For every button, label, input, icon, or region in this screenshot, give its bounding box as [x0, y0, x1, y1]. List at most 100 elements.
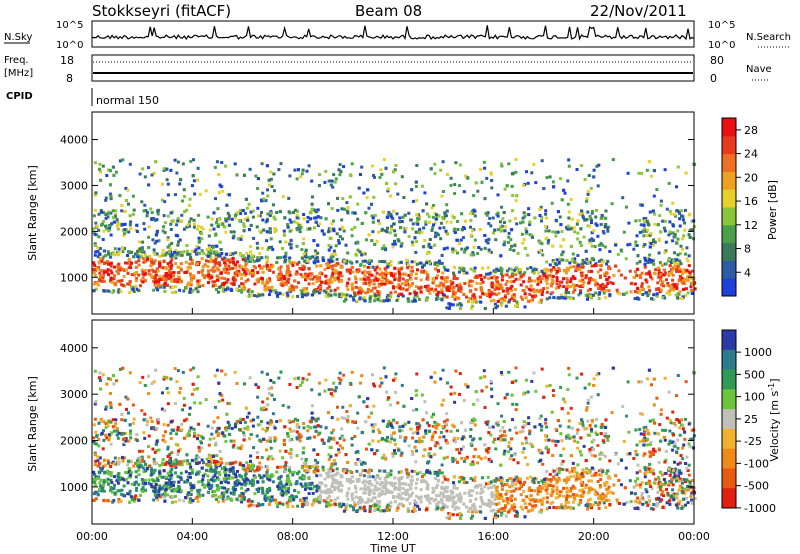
power-cell — [599, 242, 603, 246]
power-cell — [367, 233, 371, 237]
power-cell — [397, 283, 401, 287]
power-cell — [547, 274, 551, 277]
velocity-cell — [145, 465, 149, 469]
count-strip-frame — [91, 20, 695, 48]
velocity-cell — [366, 500, 370, 504]
power-cell — [668, 293, 672, 297]
velocity-cell — [344, 505, 348, 508]
power-cell — [668, 209, 672, 213]
power-cell — [415, 164, 419, 167]
power-cell — [503, 273, 507, 277]
power-cell — [269, 289, 273, 293]
power-cell — [190, 258, 194, 262]
power-cell — [327, 291, 331, 295]
velocity-cell — [300, 484, 304, 488]
power-cell — [140, 278, 144, 282]
power-cell — [495, 267, 499, 271]
power-cell — [255, 241, 259, 245]
power-cell — [669, 212, 673, 216]
power-cell — [678, 217, 682, 221]
power-cell — [413, 298, 417, 302]
velocity-cell — [442, 487, 446, 491]
power-cell — [602, 216, 605, 220]
velocity-cell — [457, 506, 461, 510]
velocity-cell — [315, 474, 319, 478]
power-cell — [398, 275, 402, 279]
power-cell — [483, 197, 487, 201]
power-cell — [422, 226, 426, 230]
power-cell — [601, 230, 605, 233]
power-cell — [594, 264, 598, 267]
power-cell — [338, 173, 342, 177]
velocity-cell — [583, 386, 587, 390]
power-cell — [311, 255, 315, 259]
velocity-cell — [675, 394, 678, 398]
power-cell — [150, 263, 154, 267]
power-cell — [515, 266, 519, 270]
power-cell — [500, 224, 504, 228]
power-cell — [597, 243, 601, 247]
power-cell — [483, 275, 487, 279]
power-cell — [396, 294, 400, 298]
power-cell — [189, 159, 193, 163]
power-cell — [174, 233, 178, 237]
power-cell — [144, 209, 148, 212]
power-cell — [485, 176, 489, 180]
power-cell — [564, 294, 567, 298]
power-cell — [559, 244, 563, 248]
power-cell — [147, 183, 151, 187]
power-cell — [267, 178, 271, 182]
power-cell — [671, 268, 675, 272]
power-cell — [506, 291, 510, 295]
power-cell — [317, 184, 321, 188]
power-cell — [169, 168, 173, 172]
power-cell — [431, 277, 435, 281]
velocity-cell — [541, 462, 545, 466]
power-cell — [321, 256, 325, 260]
velocity-cell — [527, 416, 531, 420]
power-cell — [288, 174, 292, 178]
power-cell — [338, 227, 342, 231]
power-cell — [417, 213, 420, 217]
power-cell — [382, 275, 386, 279]
power-cell — [664, 240, 668, 244]
power-cell — [579, 289, 583, 293]
power-cell — [357, 186, 361, 190]
power-cell — [423, 285, 427, 289]
power-cell — [328, 236, 332, 240]
power-cell — [107, 229, 111, 233]
power-cell — [350, 162, 354, 166]
power-cell — [128, 291, 132, 294]
power-cell — [400, 282, 404, 286]
power-cell — [560, 253, 564, 257]
power-cell — [546, 241, 550, 245]
velocity-cell — [680, 418, 683, 422]
power-cell — [428, 220, 432, 224]
power-cell — [153, 253, 157, 256]
velocity-cell — [252, 503, 256, 507]
power-cell — [645, 234, 649, 238]
power-cell — [195, 178, 199, 182]
velocity-cell — [562, 486, 565, 490]
velocity-cell — [147, 455, 151, 459]
power-cell — [478, 228, 482, 232]
power-cell — [93, 161, 97, 165]
power-cell — [447, 302, 451, 306]
power-cell — [394, 182, 398, 186]
power-cell — [371, 265, 375, 269]
power-cell — [453, 227, 456, 231]
power-cell — [154, 273, 158, 277]
power-cell — [496, 193, 500, 197]
power-cell — [437, 290, 440, 294]
velocity-cell — [174, 458, 178, 462]
power-cell — [500, 297, 504, 301]
power-cell — [99, 208, 103, 212]
power-cell — [384, 299, 388, 302]
velocity-cell — [483, 485, 487, 489]
freq-strip-frame — [91, 54, 695, 82]
velocity-cell — [185, 417, 189, 421]
power-cell — [316, 243, 320, 247]
power-cell — [243, 270, 247, 274]
power-cell — [239, 237, 243, 241]
velocity-cell — [215, 430, 219, 434]
